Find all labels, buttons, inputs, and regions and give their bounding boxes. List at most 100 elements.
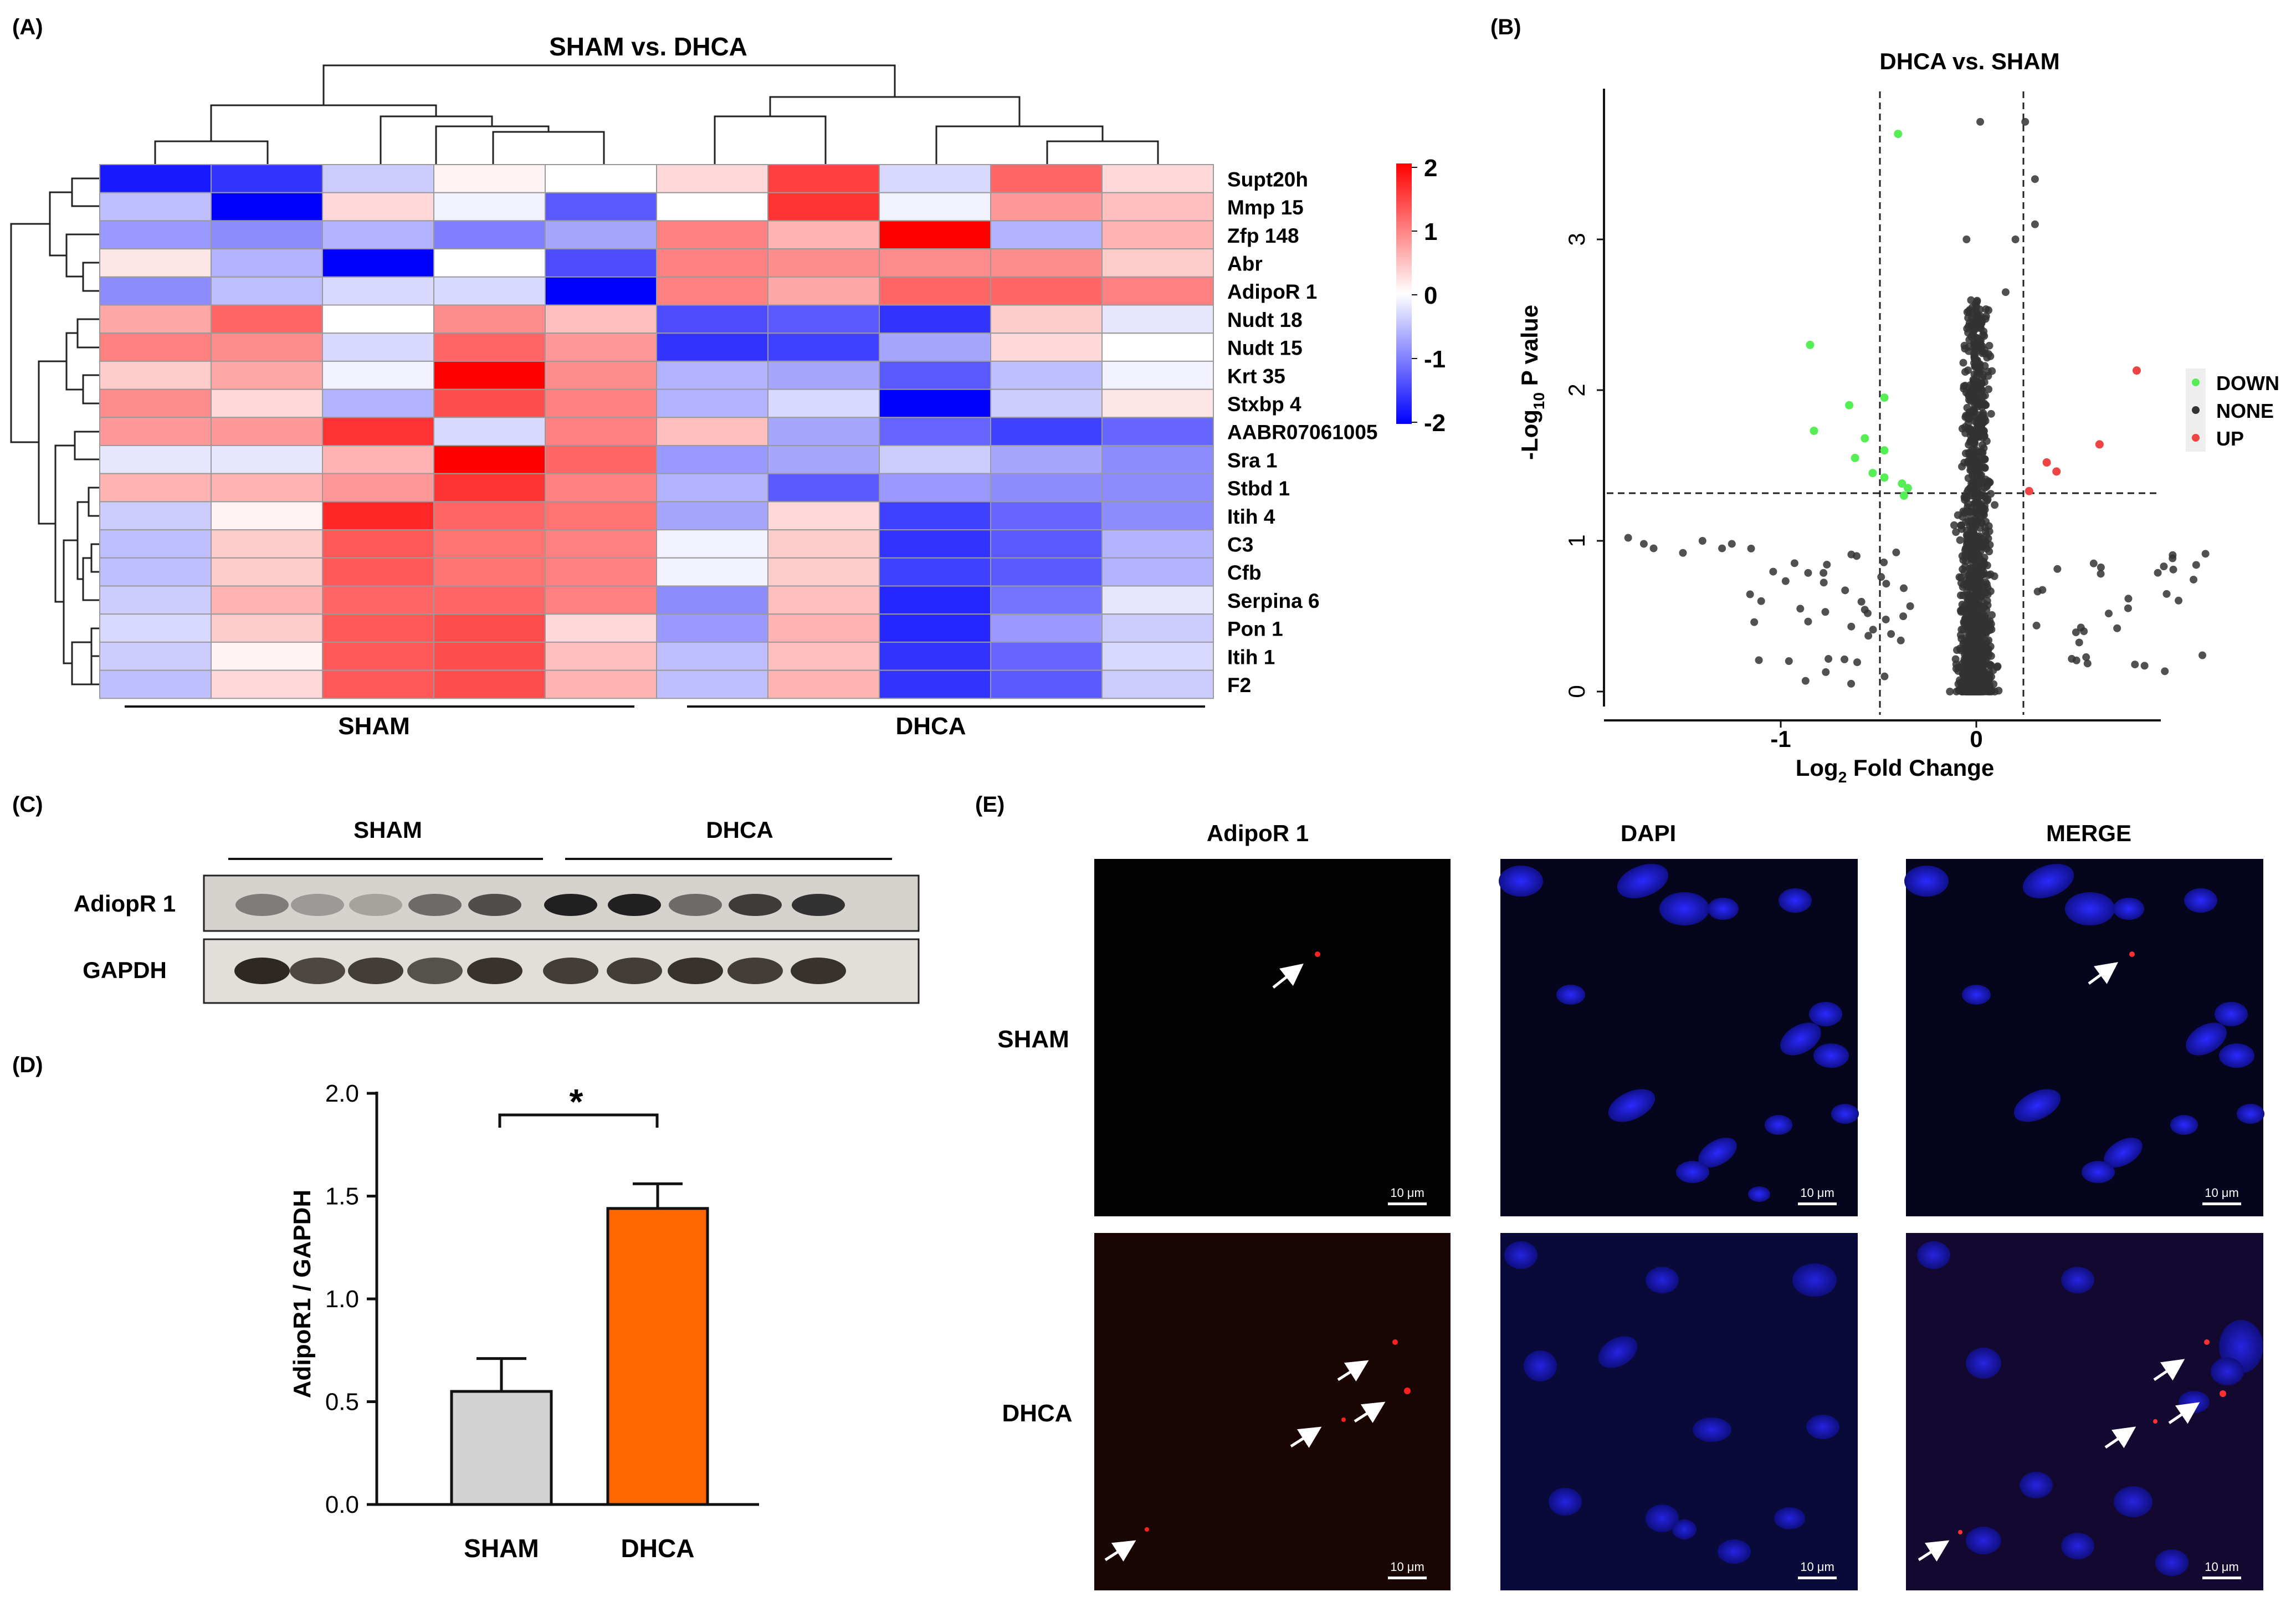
colorbar [1396, 163, 1412, 424]
volcano-point-none [1991, 501, 1999, 509]
volcano-point-none [1967, 436, 1975, 444]
heatmap-cell [656, 417, 768, 446]
volcano-point-none [1951, 655, 1960, 663]
volcano-point-none [1966, 595, 1974, 603]
heatmap-cell [211, 220, 323, 250]
heatmap-cell [656, 557, 768, 587]
bar-y-tick-label: 2.0 [325, 1080, 359, 1107]
volcano-point-none [1971, 653, 1980, 662]
heatmap-cell [322, 388, 434, 418]
micro-sham-dapi [1499, 859, 1859, 1216]
heatmap-cell [879, 192, 991, 222]
heatmap-gene-labels: Supt20h Mmp 15 Zfp 148 Abr AdipoR 1 Nudt 18 Nu… [1227, 168, 1378, 697]
heatmap-cell [322, 613, 434, 643]
panel-label-e: (E) [975, 792, 1004, 817]
volcano-point-none [2072, 628, 2080, 637]
volcano-point-none [1970, 543, 1978, 551]
volcano-point-none [2161, 667, 2169, 675]
volcano-point-none [1986, 687, 1994, 695]
bar-y-tick-label: 1.0 [325, 1286, 359, 1313]
gene-label: Cfb [1227, 561, 1262, 584]
heatmap-cell [656, 304, 768, 334]
heatmap-cell [879, 445, 991, 474]
heatmap-cell [879, 360, 991, 390]
western-row-gapdh: GAPDH [83, 957, 167, 983]
volcano-point-none [1981, 455, 1989, 463]
volcano-point-none [2097, 570, 2105, 578]
heatmap-cell [990, 220, 1103, 250]
volcano-point-none [1977, 639, 1985, 647]
volcano-point-none [1961, 368, 1969, 376]
volcano-point-down [1851, 453, 1859, 462]
gapdh-band [467, 958, 522, 984]
volcano-point-none [2169, 565, 2177, 574]
volcano-point-none [2083, 659, 2092, 668]
volcano-point-up [2095, 440, 2104, 449]
volcano-point-none [1966, 511, 1974, 520]
volcano-point-none [1968, 472, 1976, 480]
heatmap-cell [767, 641, 880, 671]
micro-col-adipor1: AdipoR 1 [1207, 820, 1309, 846]
volcano-point-down [1898, 479, 1906, 488]
volcano-point-none [1841, 586, 1849, 595]
heatmap-cell [99, 304, 212, 334]
volcano-point-none [1841, 655, 1849, 663]
volcano-point-none [1897, 636, 1905, 644]
heatmap-cell [990, 304, 1103, 334]
heatmap-cell [767, 613, 880, 643]
bars [450, 1182, 709, 1506]
heatmap-cell [1101, 220, 1214, 250]
volcano-point-none [1977, 319, 1986, 327]
volcano-y-tick-label: 2 [1564, 383, 1590, 396]
heatmap-cell [990, 529, 1103, 559]
heatmap-cell [433, 248, 546, 278]
heatmap-cell [656, 529, 768, 559]
colorbar-tick-label: 2 [1424, 155, 1437, 182]
gene-label: C3 [1227, 533, 1253, 556]
volcano-point-none [1978, 386, 1986, 394]
gene-label: Nudt 15 [1227, 337, 1303, 360]
legend-up-marker [2192, 434, 2200, 442]
volcano-point-none [1958, 462, 1966, 470]
gene-label: Mmp 15 [1227, 196, 1304, 219]
volcano-y-tick-label: 0 [1564, 685, 1590, 698]
heatmap-cell [1101, 332, 1214, 362]
volcano-point-none [1964, 323, 1972, 331]
heatmap-cell [322, 360, 434, 390]
heatmap-cell [656, 445, 768, 474]
heatmap-cell [767, 164, 880, 193]
heatmap-cell [433, 585, 546, 615]
volcano-point-none [1972, 686, 1980, 694]
heatmap-cell [1101, 641, 1214, 671]
heatmap-cell [99, 501, 212, 531]
volcano-point-down [1894, 130, 1903, 139]
heatmap-cell [211, 248, 323, 278]
gapdh-band [543, 958, 598, 984]
heatmap-cell [99, 445, 212, 474]
heatmap-cell [545, 557, 657, 587]
volcano-point-none [1963, 677, 1971, 685]
heatmap-cell [211, 669, 323, 699]
heatmap-cell [767, 360, 880, 390]
heatmap-cell [99, 557, 212, 587]
volcano-point-none [1979, 561, 1987, 570]
heatmap-cell [879, 164, 991, 193]
volcano-point-none [1976, 594, 1984, 602]
heatmap-cell [433, 529, 546, 559]
volcano-point-none [2175, 596, 2183, 605]
heatmap-cell [211, 417, 323, 446]
western-row-adipor1: AdiopR 1 [74, 890, 176, 917]
panel-label-b: (B) [1490, 15, 1521, 39]
gene-label: AdipoR 1 [1227, 280, 1317, 303]
volcano-point-none [1977, 475, 1985, 484]
heatmap-cell [433, 557, 546, 587]
micro-col-merge: MERGE [2046, 820, 2131, 846]
heatmap-cell [322, 585, 434, 615]
volcano-point-none [1961, 546, 1969, 555]
volcano-point-none [1975, 570, 1983, 579]
volcano-point-none [1847, 622, 1856, 631]
volcano-point-none [1820, 579, 1828, 587]
volcano-point-none [1981, 346, 1989, 354]
heatmap-cell [545, 501, 657, 531]
heatmap-cell [211, 388, 323, 418]
